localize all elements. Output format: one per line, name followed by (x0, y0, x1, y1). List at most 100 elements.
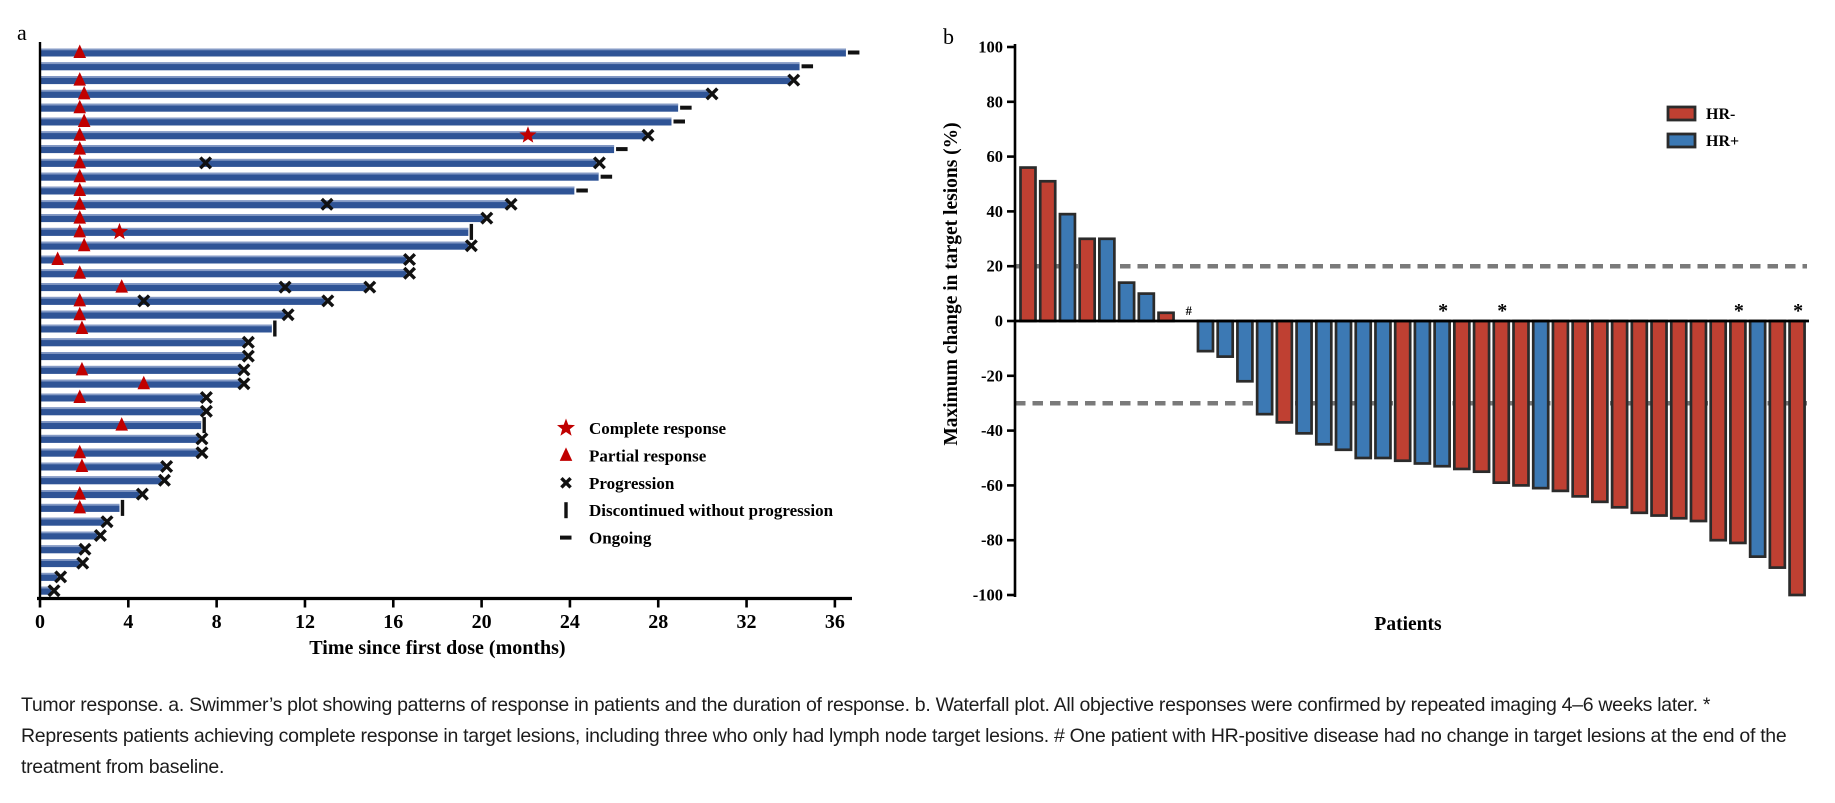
swimmer-row-26 (40, 389, 213, 405)
y-tick-label: -20 (981, 366, 1003, 385)
waterfall-slot-13 (1255, 319, 1274, 416)
x-tick-label: 28 (648, 611, 668, 633)
figure-caption: Tumor response. a. Swimmer’s plot showin… (21, 694, 1787, 778)
swimmer-bar-highlight (40, 531, 98, 534)
partial-response-marker (73, 292, 87, 307)
swimmer-bar-highlight (40, 310, 286, 313)
swimmer-row-20 (40, 306, 295, 322)
swimmer-row-30 (40, 444, 209, 460)
swimmer-row-16 (40, 251, 417, 267)
waterfall-bar (1492, 319, 1511, 485)
swimmer-bar-highlight (40, 172, 599, 175)
x-tick-label: 24 (560, 611, 580, 633)
partial-response-marker (73, 44, 87, 58)
swimmer-bar (40, 559, 80, 568)
progression-end-marker (237, 363, 251, 377)
waterfall-bar (1019, 166, 1037, 323)
waterfall-slot-24 (1472, 319, 1491, 474)
legend-ongoing-icon (560, 535, 572, 540)
progression-end-marker (160, 459, 174, 474)
swimmer-row-1 (40, 44, 860, 58)
swimmer-bar (40, 62, 800, 71)
partial-response-marker (73, 265, 87, 279)
legend-triangle-icon (559, 447, 573, 461)
swimmer-bar-highlight (40, 476, 162, 479)
waterfall-bar (1078, 237, 1097, 323)
progression-end-marker (241, 349, 255, 363)
progression-end-marker (47, 584, 61, 598)
waterfall-bar (1650, 319, 1668, 517)
swimmer-row-7 (40, 126, 655, 143)
waterfall-slot-14 (1275, 319, 1294, 424)
legend-star-icon (557, 418, 575, 436)
x-tick-label: 20 (472, 611, 492, 633)
progression-marker (278, 280, 292, 294)
swimmer-bar-highlight (40, 559, 80, 561)
partial-response-marker (51, 251, 64, 265)
complete-response-marker (519, 126, 537, 143)
waterfall-slot-35 (1689, 319, 1708, 523)
swimmer-bar (40, 586, 52, 595)
panel-b-legend: HR- HR+ (1666, 105, 1739, 150)
swimmer-bar (40, 476, 162, 485)
waterfall-slot-36 (1709, 319, 1728, 542)
waterfall-bar (1413, 319, 1432, 465)
swimmer-row-23 (40, 349, 255, 363)
no-change-hash-annotation: # (1186, 304, 1193, 318)
waterfall-bar (1729, 319, 1747, 545)
legend-swatch-HR- (1666, 105, 1697, 122)
x-axis-title: Time since first dose (months) (309, 637, 565, 659)
y-axis-title: Maximum change in target lesions (%) (941, 122, 962, 445)
swimmer-bar (40, 490, 140, 499)
waterfall-bar (1571, 319, 1590, 498)
swimmer-row-29 (40, 432, 209, 446)
swimmer-bar-highlight (40, 103, 679, 106)
waterfall-slot-7 (1137, 292, 1156, 323)
x-tick-label: 4 (123, 611, 133, 633)
legend-label: HR- (1706, 106, 1735, 123)
waterfall-slot-28 (1551, 319, 1570, 493)
panel-b-waterfall-plot: b # * * * * 100 80 60 40 20 0 -20 -40 -60 -80 -100 Maximu… (941, 24, 1809, 635)
waterfall-bar (1334, 319, 1353, 452)
swimmer-row-37 (40, 542, 92, 556)
swimmer-bar (40, 89, 710, 98)
ongoing-marker (576, 188, 588, 193)
swimmer-row-5 (40, 99, 692, 114)
swimmer-bar (40, 393, 204, 402)
waterfall-bar (1472, 319, 1491, 474)
waterfall-bar (1630, 319, 1649, 515)
swimmer-row-40 (40, 584, 61, 598)
waterfall-slot-16 (1314, 319, 1333, 446)
progression-end-marker (54, 570, 68, 584)
y-tick-label: 20 (987, 257, 1004, 276)
waterfall-slot-22: * (1433, 300, 1451, 468)
swimmer-row-15 (40, 237, 478, 253)
waterfall-slot-32 (1630, 319, 1649, 515)
progression-end-marker (403, 266, 417, 280)
waterfall-slot-37: * (1729, 300, 1747, 545)
swimmer-bar-highlight (40, 48, 846, 51)
y-tick-label: -60 (981, 476, 1003, 495)
swimmer-bar-highlight (40, 572, 58, 575)
swimmer-row-22 (40, 335, 255, 349)
swimmer-bar-highlight (40, 407, 204, 410)
y-tick-label: 100 (978, 38, 1003, 57)
complete-response-marker (110, 222, 128, 240)
discontinued-marker (273, 320, 277, 337)
swimmer-row-25 (40, 375, 251, 391)
partial-response-marker (73, 141, 87, 155)
swimmer-bar (40, 145, 615, 154)
complete-response-star-annotation: * (1734, 300, 1744, 322)
swimmer-row-33 (40, 486, 149, 501)
waterfall-slot-11 (1216, 319, 1235, 358)
swimmer-bar-highlight (40, 517, 105, 520)
partial-response-marker (73, 223, 87, 238)
progression-end-marker (241, 335, 255, 349)
partial-response-marker (73, 154, 87, 169)
swimmer-bar-highlight (40, 448, 199, 451)
waterfall-slot-15 (1295, 319, 1313, 435)
swimmer-row-8 (40, 141, 628, 155)
waterfall-slot-23 (1452, 319, 1471, 471)
progression-end-marker (504, 197, 518, 211)
progression-end-marker (403, 252, 417, 267)
